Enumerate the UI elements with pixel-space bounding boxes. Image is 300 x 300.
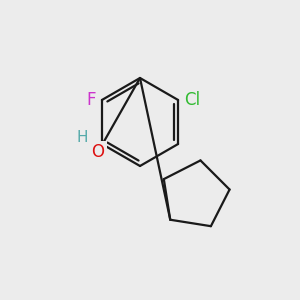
- Text: F: F: [86, 91, 96, 109]
- Text: Cl: Cl: [184, 91, 200, 109]
- Text: H: H: [76, 130, 88, 146]
- Text: O: O: [92, 143, 104, 161]
